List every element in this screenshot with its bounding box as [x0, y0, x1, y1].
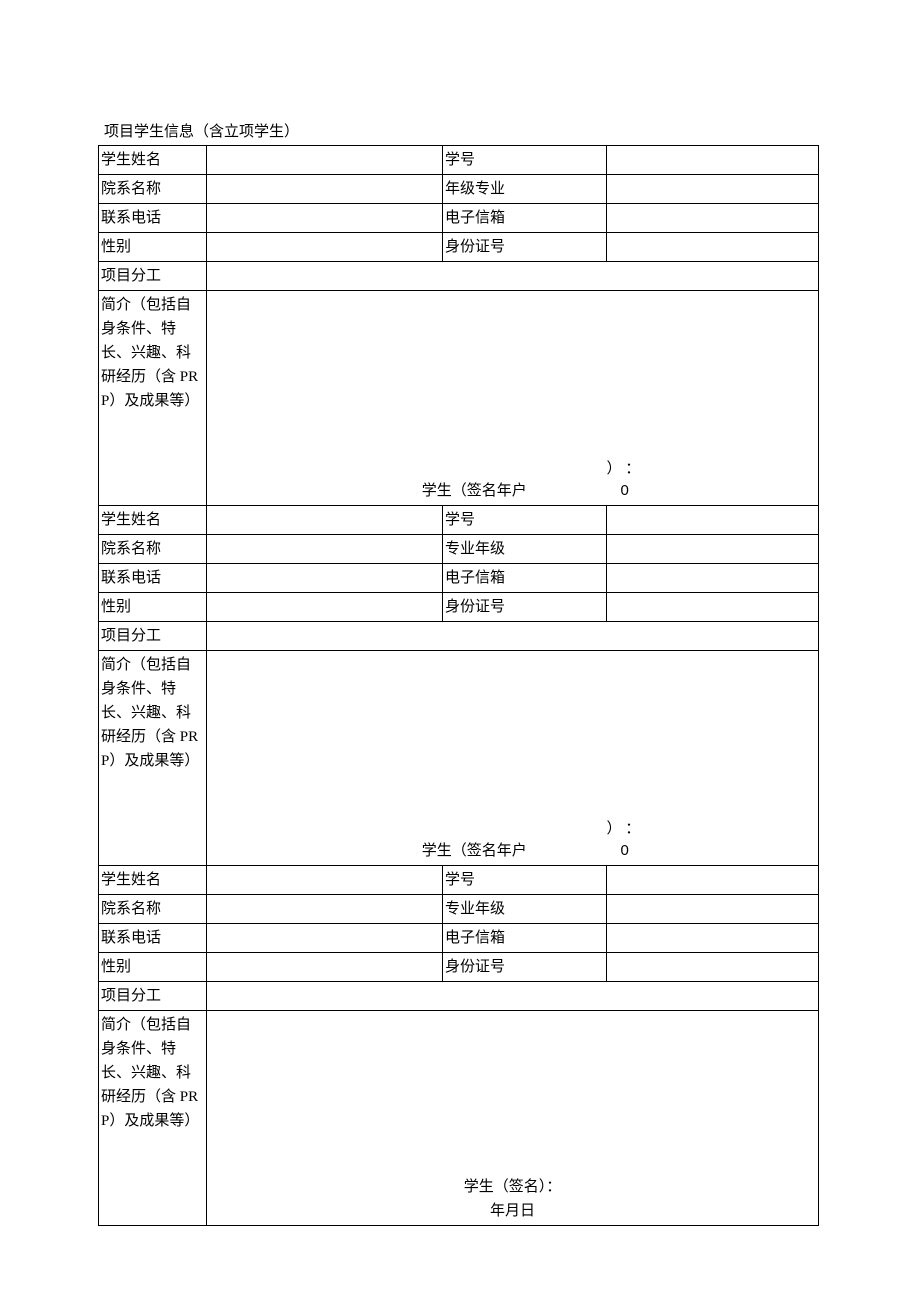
value-intro: 学生（签名）： 年月日	[207, 1011, 819, 1226]
student-info-table: 学生姓名 学号 院系名称 年级专业 联系电话 电子信箱 性别 身份证号 项目分工	[98, 145, 819, 1226]
label-id-number: 身份证号	[443, 593, 607, 622]
signature-right-cell: ） ： 0	[607, 291, 819, 506]
table-row: 性别 身份证号	[99, 233, 819, 262]
value-student-id	[607, 506, 819, 535]
table-row: 联系电话 电子信箱	[99, 924, 819, 953]
value-major-grade	[607, 535, 819, 564]
value-student-id	[607, 866, 819, 895]
paren-colon: ） ：	[607, 457, 641, 481]
table-row: 性别 身份证号	[99, 593, 819, 622]
value-department	[207, 535, 443, 564]
zero-text: 0	[621, 839, 629, 863]
value-department	[207, 895, 443, 924]
label-gender: 性别	[99, 233, 207, 262]
value-intro: 学生（签名年户	[207, 651, 607, 866]
label-project-role: 项目分工	[99, 622, 207, 651]
label-department: 院系名称	[99, 895, 207, 924]
label-intro: 简介（包括自身条件、特长、兴趣、科研经历（含 PRP）及成果等）	[99, 651, 207, 866]
value-project-role	[207, 622, 819, 651]
label-major-grade: 专业年级	[443, 895, 607, 924]
table-row: 项目分工	[99, 982, 819, 1011]
label-id-number: 身份证号	[443, 233, 607, 262]
value-department	[207, 175, 443, 204]
value-id-number	[607, 593, 819, 622]
value-phone	[207, 924, 443, 953]
table-row-intro: 简介（包括自身条件、特长、兴趣、科研经历（含 PRP）及成果等） 学生（签名年户…	[99, 291, 819, 506]
table-row: 项目分工	[99, 622, 819, 651]
table-row: 院系名称 年级专业	[99, 175, 819, 204]
label-department: 院系名称	[99, 175, 207, 204]
label-gender: 性别	[99, 593, 207, 622]
zero-text: 0	[621, 479, 629, 503]
value-project-role	[207, 982, 819, 1011]
page: 项目学生信息（含立项学生） 学生姓名 学号 院系名称 年级专业 联系电话 电子信…	[0, 0, 920, 1226]
table-row-intro: 简介（包括自身条件、特长、兴趣、科研经历（含 PRP）及成果等） 学生（签名）：…	[99, 1011, 819, 1226]
label-student-id: 学号	[443, 866, 607, 895]
value-email	[607, 564, 819, 593]
table-row: 项目分工	[99, 262, 819, 291]
label-phone: 联系电话	[99, 204, 207, 233]
label-id-number: 身份证号	[443, 953, 607, 982]
label-major-grade: 专业年级	[443, 535, 607, 564]
label-name: 学生姓名	[99, 866, 207, 895]
table-row: 联系电话 电子信箱	[99, 204, 819, 233]
value-major-grade	[607, 895, 819, 924]
value-phone	[207, 204, 443, 233]
label-student-id: 学号	[443, 146, 607, 175]
label-project-role: 项目分工	[99, 982, 207, 1011]
value-gender	[207, 233, 443, 262]
value-id-number	[607, 953, 819, 982]
label-name: 学生姓名	[99, 506, 207, 535]
signature-full: 学生（签名）：	[207, 1175, 818, 1199]
label-grade-major: 年级专业	[443, 175, 607, 204]
signature-area: 学生（签名年户	[207, 839, 607, 863]
table-row: 学生姓名 学号	[99, 506, 819, 535]
signature-right-cell: ） ： 0	[607, 651, 819, 866]
label-intro: 简介（包括自身条件、特长、兴趣、科研经历（含 PRP）及成果等）	[99, 1011, 207, 1226]
table-row: 性别 身份证号	[99, 953, 819, 982]
value-email	[607, 204, 819, 233]
value-grade-major	[607, 175, 819, 204]
signature-area: 学生（签名年户	[207, 479, 607, 503]
date-line: 年月日	[207, 1199, 818, 1223]
label-phone: 联系电话	[99, 924, 207, 953]
label-intro: 简介（包括自身条件、特长、兴趣、科研经历（含 PRP）及成果等）	[99, 291, 207, 506]
value-gender	[207, 593, 443, 622]
value-student-id	[607, 146, 819, 175]
table-row-intro: 简介（包括自身条件、特长、兴趣、科研经历（含 PRP）及成果等） 学生（签名年户…	[99, 651, 819, 866]
label-email: 电子信箱	[443, 204, 607, 233]
table-row: 学生姓名 学号	[99, 866, 819, 895]
signature-area: 学生（签名）： 年月日	[207, 1175, 818, 1223]
label-gender: 性别	[99, 953, 207, 982]
signature-prefix: 学生（签名年户	[422, 479, 527, 503]
signature-prefix: 学生（签名年户	[422, 839, 527, 863]
table-row: 学生姓名 学号	[99, 146, 819, 175]
label-email: 电子信箱	[443, 924, 607, 953]
label-student-id: 学号	[443, 506, 607, 535]
label-phone: 联系电话	[99, 564, 207, 593]
table-row: 院系名称 专业年级	[99, 895, 819, 924]
value-intro: 学生（签名年户	[207, 291, 607, 506]
value-id-number	[607, 233, 819, 262]
value-name	[207, 146, 443, 175]
value-name	[207, 866, 443, 895]
table-row: 院系名称 专业年级	[99, 535, 819, 564]
value-email	[607, 924, 819, 953]
label-name: 学生姓名	[99, 146, 207, 175]
value-gender	[207, 953, 443, 982]
label-email: 电子信箱	[443, 564, 607, 593]
value-project-role	[207, 262, 819, 291]
value-name	[207, 506, 443, 535]
label-department: 院系名称	[99, 535, 207, 564]
table-row: 联系电话 电子信箱	[99, 564, 819, 593]
label-project-role: 项目分工	[99, 262, 207, 291]
section-title: 项目学生信息（含立项学生）	[104, 120, 822, 141]
paren-colon: ） ：	[607, 817, 641, 841]
value-phone	[207, 564, 443, 593]
